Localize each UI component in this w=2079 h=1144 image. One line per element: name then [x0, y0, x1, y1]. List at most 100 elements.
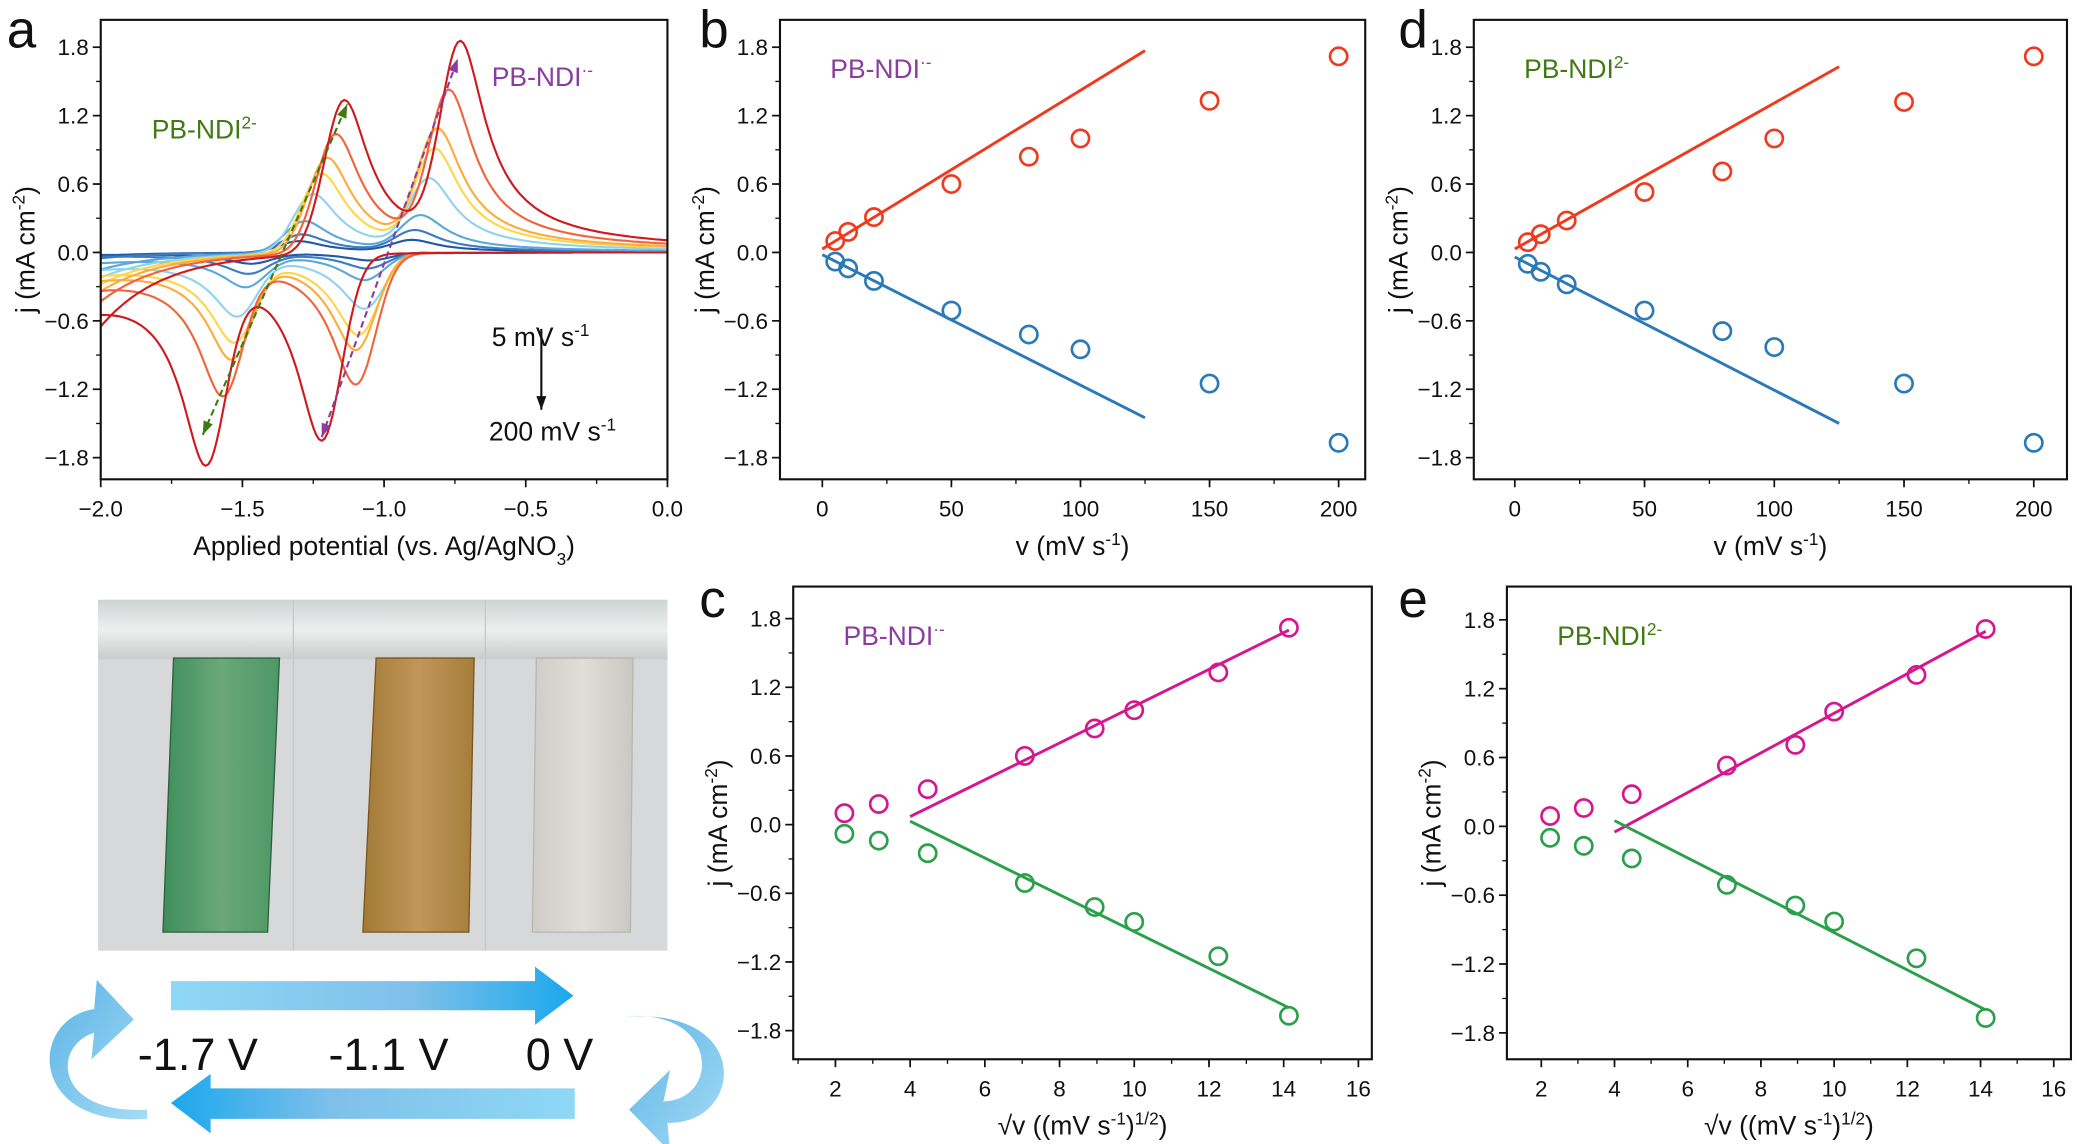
- y-tick-label: 0.0: [750, 813, 781, 838]
- data-point-cathodic: [1906, 948, 1927, 969]
- data-point-cathodic: [1785, 895, 1806, 916]
- data-point-anodic: [917, 779, 938, 800]
- species-label: PB-NDI2-: [1557, 619, 1662, 651]
- data-point-cathodic: [1208, 946, 1229, 967]
- x-tick-label: 0.0: [652, 496, 683, 521]
- data-point-anodic: [825, 231, 846, 251]
- y-tick-label: 1.2: [1431, 104, 1462, 129]
- y-axis-label: j (mA cm-2): [1382, 186, 1414, 314]
- text-span: ): [690, 186, 720, 195]
- y-axis-label: j (mA cm-2): [9, 186, 41, 314]
- data-point-cathodic: [917, 843, 938, 864]
- data-point-anodic: [1975, 619, 1996, 639]
- data-point-anodic: [838, 221, 859, 242]
- text-span: PB-NDI: [844, 621, 934, 651]
- text-span: PB-NDI: [1557, 621, 1647, 651]
- text-span: j (mA cm: [1417, 784, 1447, 888]
- data-point-cathodic: [834, 823, 855, 844]
- data-point-anodic: [2023, 46, 2044, 67]
- electrode-holder: [98, 599, 668, 660]
- arrowhead-icon: [536, 396, 547, 410]
- x-tick-label: 4: [1608, 1076, 1621, 1101]
- superscript: -2: [688, 195, 708, 210]
- axes-frame: [99, 18, 669, 481]
- x-tick-label: 4: [904, 1076, 917, 1101]
- data-point-anodic: [868, 794, 889, 814]
- text-span: ): [1832, 1111, 1841, 1141]
- x-tick-label: 8: [1053, 1076, 1066, 1101]
- fit-line-anodic: [1514, 65, 1840, 251]
- text-span: v (mV s: [1016, 531, 1106, 561]
- y-tick-label: −1.8: [724, 446, 768, 471]
- data-point-anodic: [1328, 46, 1349, 67]
- redox-cycle: -1.7 V -1.1 V 0 V: [49, 966, 724, 1144]
- data-point-cathodic: [1328, 432, 1349, 453]
- cv-curve-forward-20mVs: [100, 213, 668, 271]
- text-span: ): [1121, 531, 1130, 561]
- voltage-label-3: 0 V: [526, 1029, 594, 1080]
- x-axis-label: √v ((mV s-1)1/2): [998, 1109, 1168, 1141]
- x-tick-label: 200: [1320, 496, 1358, 521]
- text-span: ): [566, 531, 575, 561]
- superscript: -2: [1415, 768, 1435, 783]
- cv-curve-forward-10mVs: [100, 228, 668, 260]
- x-tick-label: 6: [979, 1076, 992, 1101]
- x-tick-label: 100: [1062, 496, 1100, 521]
- y-axis-label: j (mA cm-2): [701, 759, 733, 887]
- text-span: ): [1865, 1111, 1874, 1141]
- voltage-label-1: -1.7 V: [138, 1029, 258, 1080]
- x-tick-label: 16: [2041, 1076, 2066, 1101]
- data-point-cathodic: [838, 258, 859, 279]
- x-tick-label: 10: [1122, 1076, 1147, 1101]
- data-point-anodic: [1785, 734, 1806, 755]
- panel-letter-a: a: [7, 1, 37, 60]
- x-tick-label: −2.0: [79, 496, 123, 521]
- axes-frame: [778, 18, 1367, 481]
- data-point-anodic: [1530, 224, 1551, 245]
- y-tick-label: 1.2: [58, 104, 89, 129]
- curved-arrow-left-icon: [49, 979, 148, 1120]
- y-axis-label: j (mA cm-2): [1415, 759, 1447, 887]
- data-point-anodic: [1621, 784, 1642, 805]
- panel-letter-b: b: [699, 1, 728, 60]
- cv-curve-reverse-200mVs: [100, 251, 668, 468]
- film-green-reduced: [162, 657, 281, 933]
- superscript: -1: [574, 320, 589, 340]
- text-span: √v ((mV s: [1704, 1111, 1817, 1141]
- text-span: Applied potential (vs. Ag/AgNO: [193, 531, 556, 561]
- x-tick-label: −1.0: [362, 496, 406, 521]
- arrowhead-icon: [202, 420, 213, 435]
- data-point-cathodic: [864, 271, 884, 291]
- x-tick-label: 150: [1885, 496, 1923, 521]
- y-tick-label: 1.8: [1464, 608, 1495, 633]
- cv-curve-forward-200mVs: [100, 39, 668, 328]
- superscript: 2-: [1647, 619, 1662, 639]
- text-span: j (mA cm: [703, 784, 733, 888]
- data-point-anodic: [1018, 146, 1039, 167]
- text-span: ): [1417, 759, 1447, 768]
- x-tick-label: 150: [1191, 496, 1229, 521]
- text-span: ): [1126, 1111, 1135, 1141]
- fit-line-cathodic: [1613, 819, 1987, 1012]
- data-point-anodic: [1894, 92, 1914, 112]
- data-point-anodic: [1573, 798, 1594, 818]
- cv-curve-forward-100mVs: [100, 126, 668, 293]
- cv-curve-forward-150mVs: [100, 88, 668, 303]
- curved-arrow-right-icon: [623, 1016, 724, 1144]
- text-span: j (mA cm: [690, 210, 720, 314]
- plot-area: [821, 46, 1349, 453]
- y-tick-label: 0.0: [58, 240, 89, 265]
- film-photo: [98, 599, 668, 951]
- x-axis-label: Applied potential (vs. Ag/AgNO3): [193, 531, 575, 569]
- data-point-anodic: [864, 207, 884, 228]
- text-span: PB-NDI: [152, 114, 242, 144]
- y-tick-label: 0.6: [737, 172, 768, 197]
- data-point-cathodic: [1894, 373, 1914, 394]
- superscript: -1: [1111, 1109, 1126, 1129]
- y-tick-label: 0.0: [1464, 814, 1495, 839]
- superscript: -1: [1105, 529, 1120, 549]
- y-tick-label: 0.6: [58, 172, 89, 197]
- data-point-anodic: [1634, 182, 1655, 202]
- trend-arrow-line: [201, 103, 349, 436]
